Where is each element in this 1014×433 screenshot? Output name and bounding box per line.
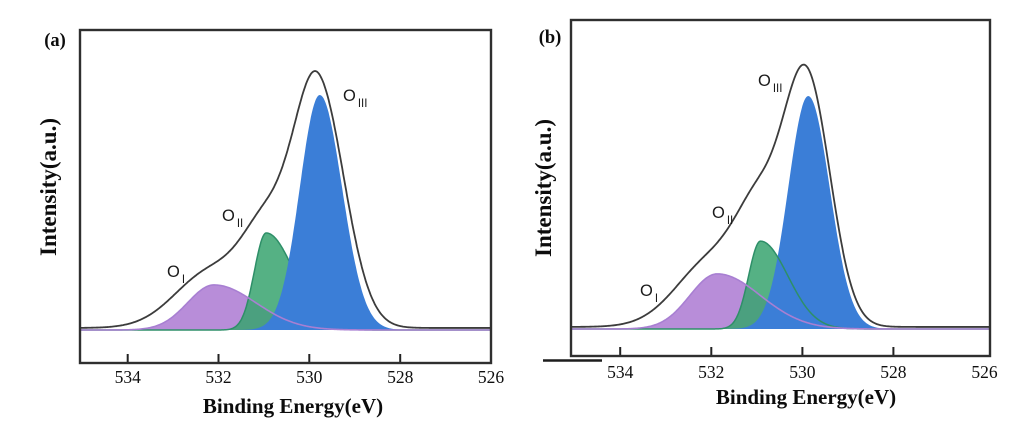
peak-label-o2-a: O II xyxy=(222,207,243,230)
peak-label-main: O xyxy=(343,87,356,105)
panel-a: 534 532 530 528 526 (a) Intensity(a.u.) Bind… xyxy=(36,28,505,418)
x-tick-label: 526 xyxy=(478,367,505,387)
x-tick-label: 528 xyxy=(387,367,414,387)
x-tick-label: 528 xyxy=(880,362,907,382)
x-tick-label: 534 xyxy=(607,362,634,382)
x-tick-label: 530 xyxy=(296,367,323,387)
peak-label-o2-b: O II xyxy=(712,204,733,227)
peak-label-main: O xyxy=(222,207,235,225)
peak-label-o3-a: O III xyxy=(343,87,367,110)
plot-area-a: 534 532 530 528 526 xyxy=(80,70,505,387)
panel-letter-b: (b) xyxy=(539,28,562,48)
peak-outline-O1 xyxy=(571,273,990,330)
plot-frame-a xyxy=(78,28,493,365)
peak-label-main: O xyxy=(640,282,653,300)
peak-label-sub: III xyxy=(358,98,368,110)
peak-label-sub: I xyxy=(655,293,658,305)
x-axis-title-b: Binding Energy(eV) xyxy=(716,385,896,409)
x-tick-label: 532 xyxy=(205,367,231,387)
peak-label-sub: II xyxy=(727,215,733,227)
peak-label-main: O xyxy=(712,204,725,222)
x-tick-label: 526 xyxy=(971,362,998,382)
x-tick-label: 532 xyxy=(698,362,724,382)
x-tick-label: 534 xyxy=(115,367,142,387)
peak-label-sub: III xyxy=(773,83,783,95)
peak-fill-O3 xyxy=(80,94,491,331)
panel-letter-a: (a) xyxy=(44,31,66,51)
x-axis-title-a: Binding Energy(eV) xyxy=(203,394,383,418)
plot-area-b: 534 532 530 528 526 xyxy=(543,63,998,382)
peak-outline-O1 xyxy=(80,284,491,331)
y-axis-title-b: Intensity(a.u.) xyxy=(531,119,556,257)
panel-b: 534 532 530 528 526 (b) Intensity(a.u.) Bind… xyxy=(531,18,998,409)
peak-fill-O3 xyxy=(571,96,990,329)
envelope-curve xyxy=(570,63,990,328)
peak-label-main: O xyxy=(758,72,771,90)
peak-label-o3-b: O III xyxy=(758,72,782,95)
plot-frame-b xyxy=(569,18,992,358)
peak-label-sub: II xyxy=(237,218,243,230)
peak-fill-O1 xyxy=(571,273,990,329)
peak-fill-O1 xyxy=(80,284,491,330)
x-tick-label: 530 xyxy=(789,362,816,382)
peak-label-main: O xyxy=(167,263,180,281)
envelope-curve xyxy=(80,70,491,329)
y-axis-title-a: Intensity(a.u.) xyxy=(36,118,61,256)
peak-label-sub: I xyxy=(182,274,185,286)
